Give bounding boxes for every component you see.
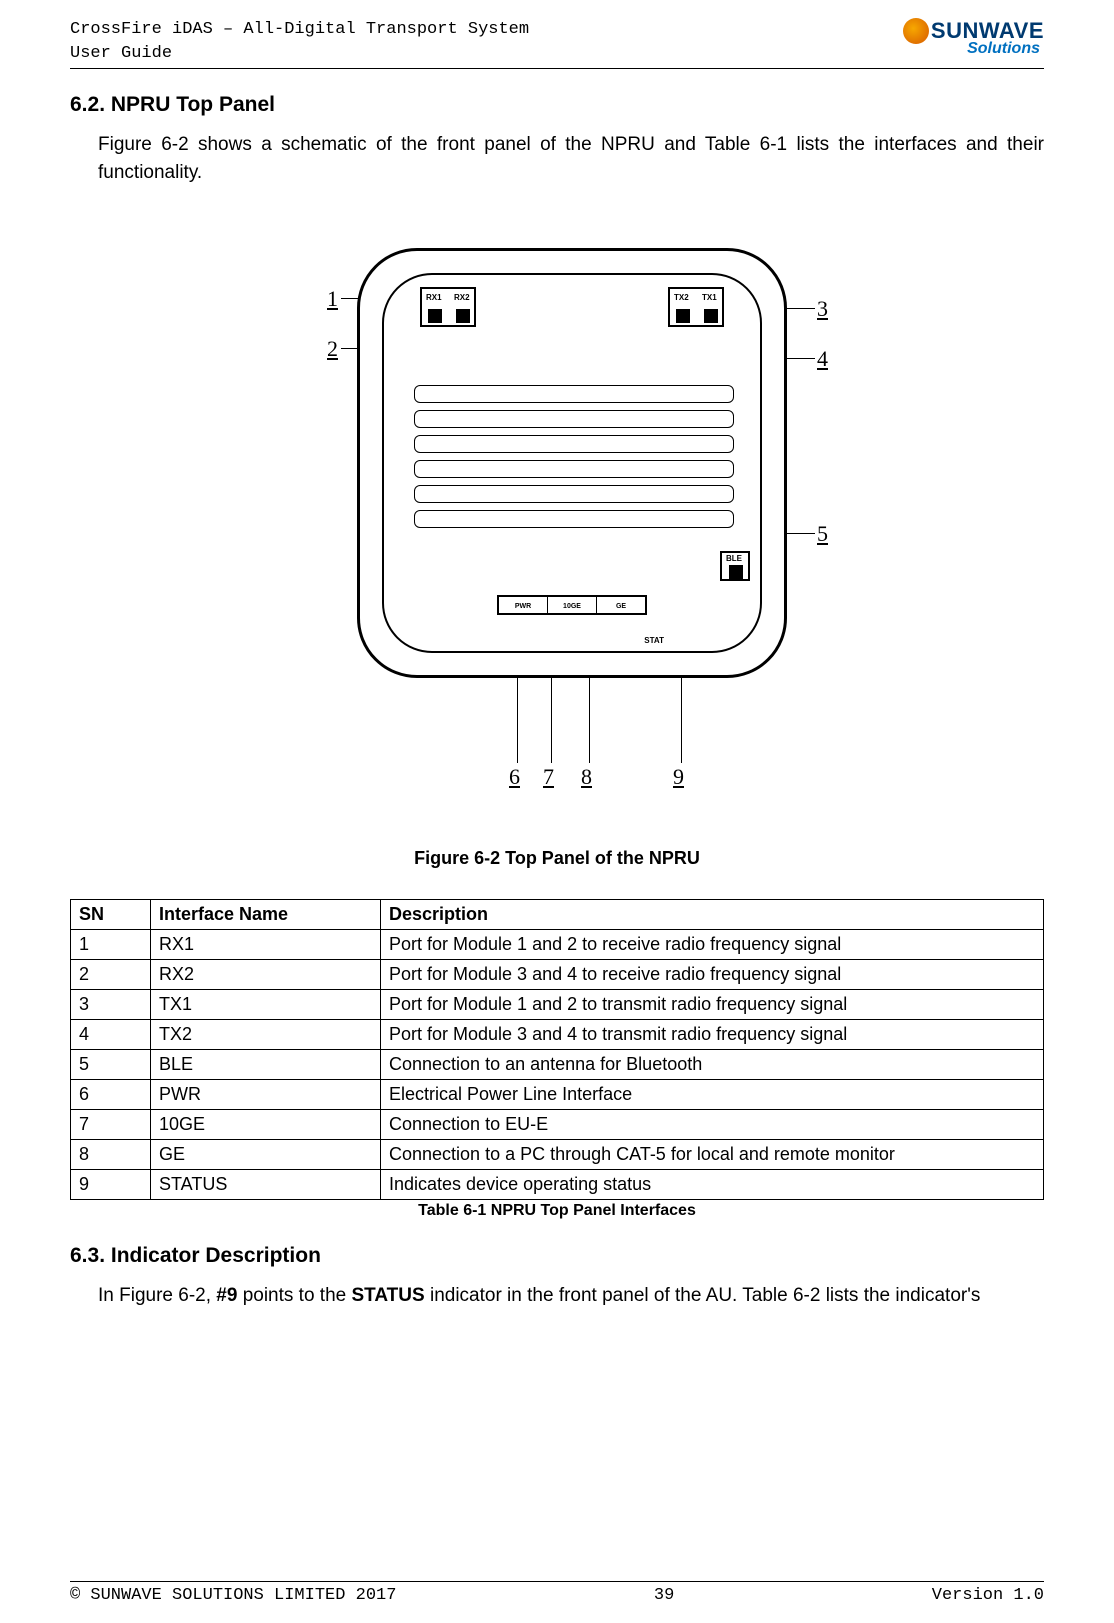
footer-center: 39 — [654, 1586, 674, 1605]
cell-name: 10GE — [151, 1109, 381, 1139]
cell-name: GE — [151, 1139, 381, 1169]
10ge-label: 10GE — [548, 597, 597, 613]
table-row: 9STATUSIndicates device operating status — [71, 1169, 1044, 1199]
cell-sn: 1 — [71, 929, 151, 959]
figure-6-2-caption: Figure 6-2 Top Panel of the NPRU — [70, 848, 1044, 869]
fin — [414, 485, 734, 503]
cell-sn: 3 — [71, 989, 151, 1019]
sun-icon — [903, 18, 929, 44]
cell-desc: Port for Module 3 and 4 to receive radio… — [381, 959, 1044, 989]
header-product-info: CrossFire iDAS – All-Digital Transport S… — [70, 18, 529, 66]
table-row: 710GEConnection to EU-E — [71, 1109, 1044, 1139]
table-row: 4TX2Port for Module 3 and 4 to transmit … — [71, 1019, 1044, 1049]
rx1-label: RX1 — [426, 293, 442, 302]
cell-sn: 7 — [71, 1109, 151, 1139]
cell-sn: 9 — [71, 1169, 151, 1199]
p63-part1: In Figure 6-2, — [98, 1285, 216, 1306]
callout-7: 7 — [543, 764, 554, 790]
fin — [414, 410, 734, 428]
p63-part2: points to the — [237, 1285, 351, 1306]
ble-port-block: BLE — [720, 551, 750, 581]
cell-desc: Port for Module 1 and 2 to transmit radi… — [381, 989, 1044, 1019]
tx1-port — [704, 309, 718, 323]
p63-bold1: #9 — [216, 1285, 237, 1306]
footer-right: Version 1.0 — [932, 1586, 1044, 1605]
fin — [414, 460, 734, 478]
stat-label: STAT — [644, 636, 664, 645]
callout-1: 1 — [327, 286, 338, 312]
rx2-port — [456, 309, 470, 323]
cell-desc: Port for Module 1 and 2 to receive radio… — [381, 929, 1044, 959]
table-6-1-caption: Table 6-1 NPRU Top Panel Interfaces — [70, 1202, 1044, 1220]
cell-desc: Port for Module 3 and 4 to transmit radi… — [381, 1019, 1044, 1049]
fin — [414, 510, 734, 528]
callout-5: 5 — [817, 521, 828, 547]
cell-desc: Electrical Power Line Interface — [381, 1079, 1044, 1109]
cell-sn: 2 — [71, 959, 151, 989]
bottom-port-strip: PWR 10GE GE — [497, 595, 647, 615]
table-header-row: SN Interface Name Description — [71, 899, 1044, 929]
callout-8: 8 — [581, 764, 592, 790]
footer-left: © SUNWAVE SOLUTIONS LIMITED 2017 — [70, 1586, 396, 1605]
col-header-name: Interface Name — [151, 899, 381, 929]
cell-sn: 8 — [71, 1139, 151, 1169]
table-row: 2RX2Port for Module 3 and 4 to receive r… — [71, 959, 1044, 989]
cell-name: BLE — [151, 1049, 381, 1079]
ge-label: GE — [597, 597, 645, 613]
cell-sn: 4 — [71, 1019, 151, 1049]
table-row: 3TX1Port for Module 1 and 2 to transmit … — [71, 989, 1044, 1019]
ble-port — [729, 565, 743, 579]
tx2-label: TX2 — [674, 293, 689, 302]
cell-name: RX1 — [151, 929, 381, 959]
page-footer: © SUNWAVE SOLUTIONS LIMITED 2017 39 Vers… — [70, 1581, 1044, 1605]
callout-4: 4 — [817, 346, 828, 372]
npru-diagram: 1 2 3 4 5 6 7 8 9 — [237, 228, 877, 818]
col-header-desc: Description — [381, 899, 1044, 929]
sunwave-logo: SUNWAVE Solutions — [874, 18, 1044, 60]
device-outline: RX1 RX2 TX2 TX1 BLE PWR 10GE GE STAT — [357, 248, 787, 678]
cell-desc: Connection to an antenna for Bluetooth — [381, 1049, 1044, 1079]
cell-desc: Indicates device operating status — [381, 1169, 1044, 1199]
callout-2: 2 — [327, 336, 338, 362]
p63-bold2: STATUS — [352, 1285, 425, 1306]
section-6-2-heading: 6.2. NPRU Top Panel — [70, 93, 1044, 117]
section-6-3-heading: 6.3. Indicator Description — [70, 1244, 1044, 1268]
logo-sub-text: Solutions — [967, 40, 1040, 58]
header-line-1: CrossFire iDAS – All-Digital Transport S… — [70, 18, 529, 42]
page-header: CrossFire iDAS – All-Digital Transport S… — [70, 0, 1044, 69]
cell-desc: Connection to a PC through CAT-5 for loc… — [381, 1139, 1044, 1169]
rx2-label: RX2 — [454, 293, 470, 302]
fin — [414, 435, 734, 453]
cell-name: PWR — [151, 1079, 381, 1109]
rx1-port — [428, 309, 442, 323]
table-row: 5BLEConnection to an antenna for Bluetoo… — [71, 1049, 1044, 1079]
cell-name: TX2 — [151, 1019, 381, 1049]
ble-label: BLE — [726, 554, 742, 563]
table-row: 1RX1Port for Module 1 and 2 to receive r… — [71, 929, 1044, 959]
cell-name: TX1 — [151, 989, 381, 1019]
fin — [414, 385, 734, 403]
table-6-1: SN Interface Name Description 1RX1Port f… — [70, 899, 1044, 1200]
header-line-2: User Guide — [70, 42, 529, 66]
cell-sn: 6 — [71, 1079, 151, 1109]
tx1-label: TX1 — [702, 293, 717, 302]
tx2-port — [676, 309, 690, 323]
figure-6-2-wrap: 1 2 3 4 5 6 7 8 9 — [70, 228, 1044, 818]
table-row: 6PWRElectrical Power Line Interface — [71, 1079, 1044, 1109]
pwr-label: PWR — [499, 597, 548, 613]
col-header-sn: SN — [71, 899, 151, 929]
cell-name: RX2 — [151, 959, 381, 989]
cell-name: STATUS — [151, 1169, 381, 1199]
tx-port-block: TX2 TX1 — [668, 287, 724, 327]
table-row: 8GEConnection to a PC through CAT-5 for … — [71, 1139, 1044, 1169]
callout-6: 6 — [509, 764, 520, 790]
section-6-2-paragraph: Figure 6-2 shows a schematic of the fron… — [70, 131, 1044, 188]
cell-sn: 5 — [71, 1049, 151, 1079]
p63-part3: indicator in the front panel of the AU. … — [425, 1285, 981, 1306]
rx-port-block: RX1 RX2 — [420, 287, 476, 327]
callout-9: 9 — [673, 764, 684, 790]
cell-desc: Connection to EU-E — [381, 1109, 1044, 1139]
section-6-3-paragraph: In Figure 6-2, #9 points to the STATUS i… — [70, 1282, 1044, 1311]
callout-3: 3 — [817, 296, 828, 322]
